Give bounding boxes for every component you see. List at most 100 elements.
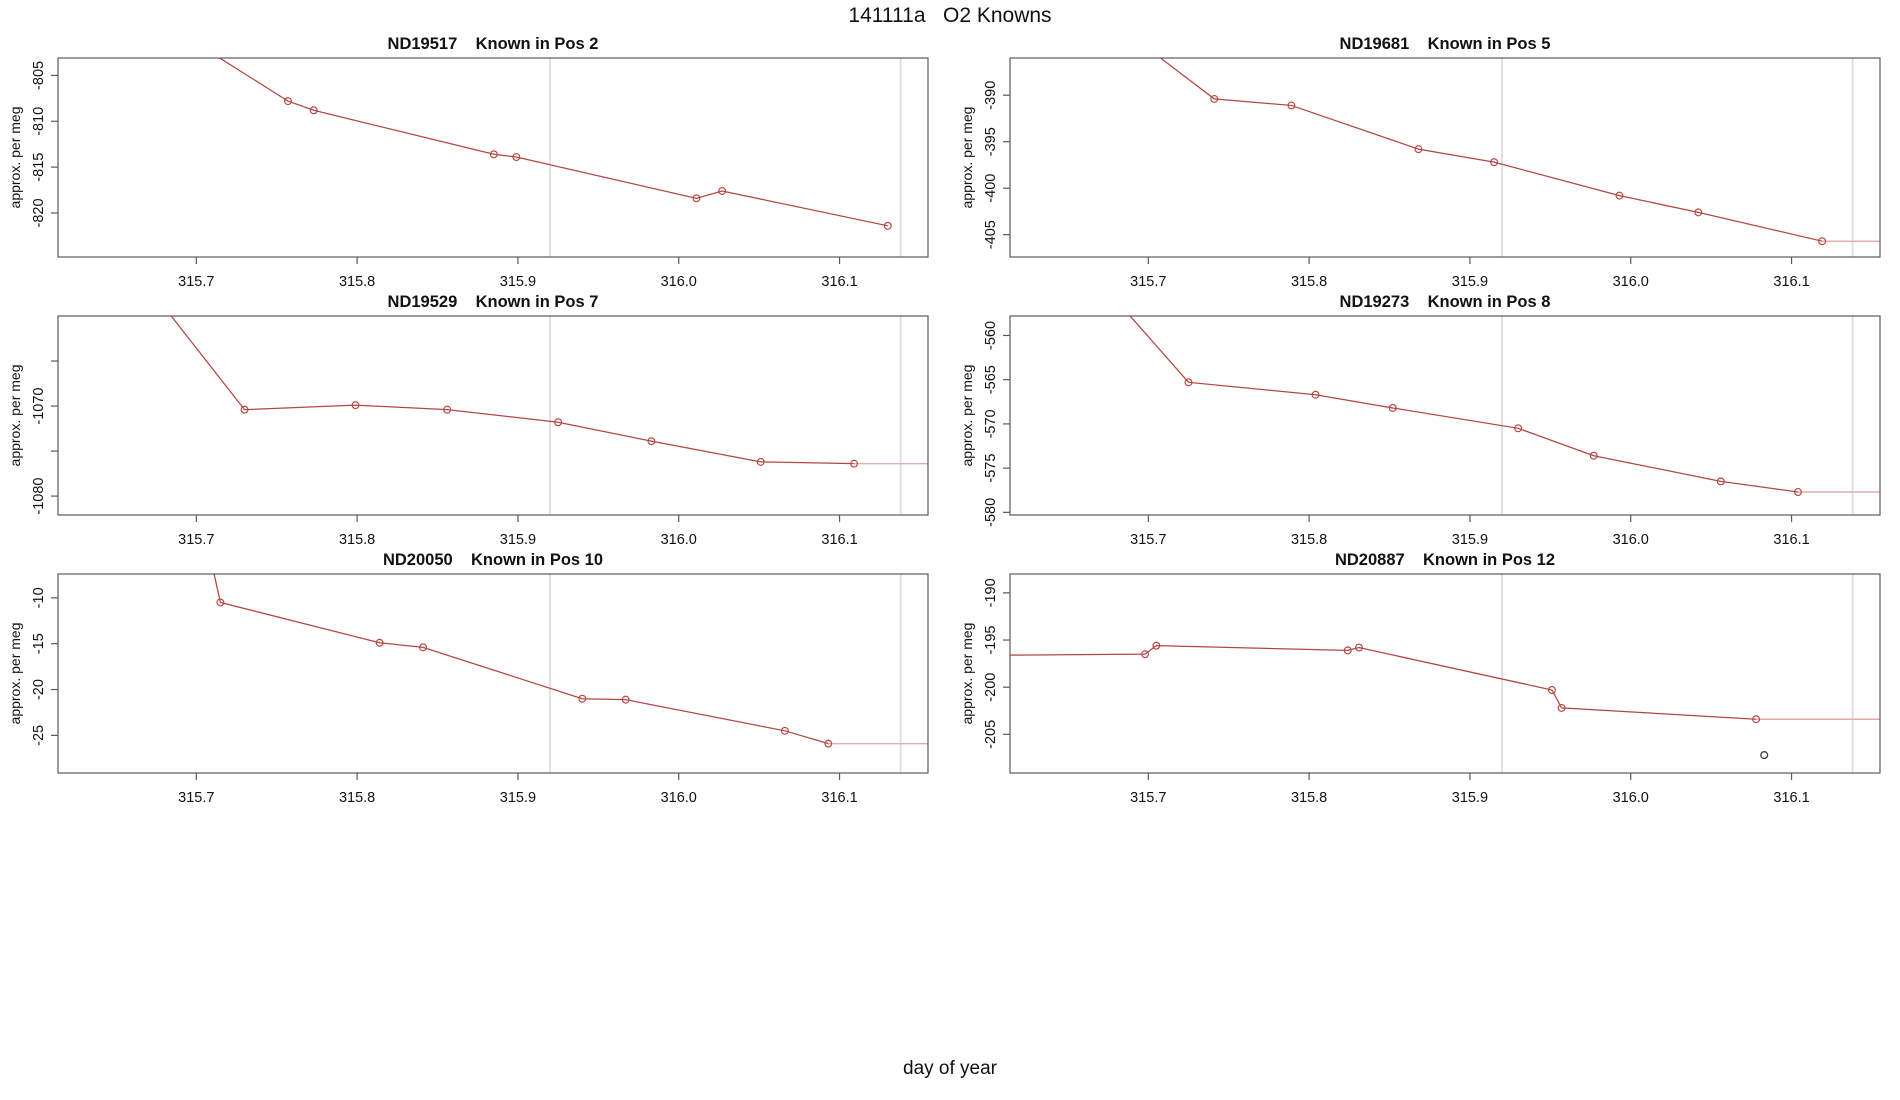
data-point-marker	[756, 457, 765, 466]
y-tick-label: -405	[983, 220, 999, 249]
data-point-marker	[1818, 237, 1827, 246]
x-tick-label: 315.9	[1452, 532, 1488, 548]
x-tick-label: 315.9	[1452, 790, 1488, 806]
data-point-marker	[1184, 378, 1193, 387]
y-tick-label: -395	[983, 127, 999, 156]
data-point-marker	[1589, 451, 1598, 460]
y-tick-label: -190	[983, 578, 999, 607]
data-point-marker	[375, 638, 384, 647]
data-point-marker	[1287, 101, 1296, 110]
data-point-marker	[692, 194, 701, 203]
data-point-marker	[1716, 477, 1725, 486]
y-tick-label: -10	[31, 587, 47, 608]
x-axis-label: day of year	[903, 1058, 997, 1079]
y-tick-label: -1070	[31, 387, 47, 424]
plot-frame	[1009, 573, 1881, 774]
x-tick-label: 315.7	[1130, 790, 1166, 806]
data-point-marker	[512, 153, 521, 162]
plot-title: ND19273 Known in Pos 8	[1340, 293, 1551, 311]
x-tick-label: 316.1	[1773, 274, 1809, 290]
x-tick-label: 316.0	[1613, 532, 1649, 548]
y-tick-label: -1080	[31, 478, 47, 515]
data-point-marker	[443, 405, 452, 414]
x-tick-label: 315.8	[339, 274, 375, 290]
plot-title: ND19529 Known in Pos 7	[388, 293, 599, 311]
data-point-marker	[578, 694, 587, 703]
subplot-ND19529: 315.7 315.8 315.9 316.0 316.1 -1070 -1080 appro…	[7, 293, 929, 548]
data-point-marker	[780, 726, 789, 735]
y-axis-title: approx. per meg	[7, 623, 23, 725]
data-point-marker	[1210, 94, 1219, 103]
data-point-marker	[1414, 145, 1423, 154]
y-axis-title: approx. per meg	[959, 365, 975, 467]
x-tick-label: 315.8	[1291, 790, 1327, 806]
x-tick-label: 316.0	[661, 532, 697, 548]
data-point-marker	[1311, 390, 1320, 399]
y-tick-label: -810	[31, 107, 47, 136]
data-point-marker	[1557, 703, 1566, 712]
y-tick-label: -570	[983, 409, 999, 438]
data-point-marker	[1615, 191, 1624, 200]
y-axis-title: approx. per meg	[7, 107, 23, 209]
data-point-marker	[621, 695, 630, 704]
series-line	[1159, 58, 1823, 242]
outlier-marker	[1760, 751, 1769, 760]
plot-title: ND20887 Known in Pos 12	[1335, 551, 1555, 569]
x-tick-label: 315.9	[500, 790, 536, 806]
x-tick-label: 316.0	[1613, 790, 1649, 806]
data-point-marker	[1152, 641, 1161, 650]
x-tick-label: 315.9	[500, 274, 536, 290]
x-tick-label: 316.0	[661, 274, 697, 290]
y-tick-label: -195	[983, 626, 999, 655]
y-tick-label: -815	[31, 153, 47, 182]
subplot-ND20050: 315.7 315.8 315.9 316.0 316.1 -10 -15 -20 -25 app…	[7, 551, 929, 806]
x-tick-label: 315.8	[339, 790, 375, 806]
y-axis-title: approx. per meg	[959, 107, 975, 209]
y-tick-label: -560	[983, 321, 999, 350]
subplot-ND19681: 315.7 315.8 315.9 316.0 316.1 -390 -395 -400 -40…	[959, 35, 1881, 290]
data-point-marker	[824, 739, 833, 748]
x-tick-label: 316.0	[661, 790, 697, 806]
data-point-marker	[647, 437, 656, 446]
y-tick-label: -200	[983, 673, 999, 702]
y-tick-label: -565	[983, 365, 999, 394]
x-tick-label: 316.1	[1773, 790, 1809, 806]
x-tick-label: 316.1	[821, 532, 857, 548]
data-point-marker	[1794, 488, 1802, 496]
data-point-marker	[309, 106, 318, 115]
data-point-marker	[1490, 158, 1499, 167]
y-tick-label: -15	[31, 633, 47, 654]
data-point-marker	[1141, 650, 1150, 659]
y-tick-label: -390	[983, 81, 999, 110]
series-line	[170, 316, 855, 465]
x-tick-label: 315.7	[178, 790, 214, 806]
data-point-marker	[1752, 715, 1761, 724]
data-point-marker	[283, 97, 292, 106]
subplot-ND20887: 315.7 315.8 315.9 316.0 316.1 -190 -195 -200 -20…	[959, 551, 1881, 806]
y-tick-label: -805	[31, 61, 47, 90]
series-line	[213, 574, 829, 745]
plot-frame	[57, 573, 929, 774]
y-tick-label: -575	[983, 454, 999, 483]
x-tick-label: 316.1	[821, 790, 857, 806]
subplot-ND19517: 315.7 315.8 315.9 316.0 316.1 -805 -810 -815 -82…	[7, 35, 929, 290]
plot-frame	[1009, 315, 1881, 516]
plot-frame	[57, 315, 929, 516]
data-point-marker	[554, 418, 563, 427]
series-line	[218, 58, 888, 227]
plot-title: ND19517 Known in Pos 2	[388, 35, 599, 53]
plot-title: ND20050 Known in Pos 10	[383, 551, 603, 569]
data-point-marker	[419, 643, 428, 652]
x-tick-label: 315.8	[1291, 274, 1327, 290]
x-tick-label: 315.7	[1130, 274, 1166, 290]
page-title: 141111a O2 Knowns	[848, 4, 1052, 27]
x-tick-label: 315.9	[1452, 274, 1488, 290]
x-tick-label: 316.0	[1613, 274, 1649, 290]
x-tick-label: 315.9	[500, 532, 536, 548]
data-point-marker	[1388, 404, 1397, 412]
plot-frame	[57, 57, 929, 258]
plot-title: ND19681 Known in Pos 5	[1340, 35, 1551, 53]
data-point-marker	[1514, 424, 1523, 433]
